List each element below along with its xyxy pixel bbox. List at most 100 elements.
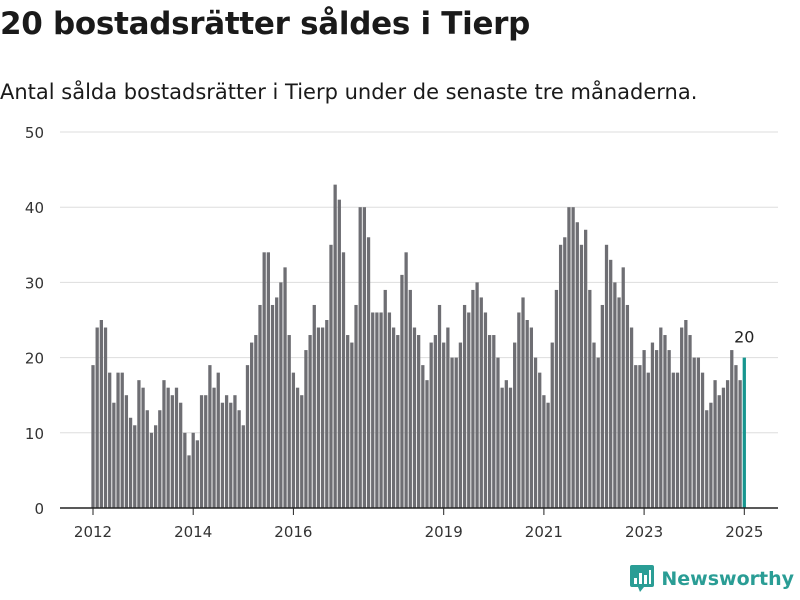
bar — [588, 289, 592, 508]
bar — [158, 410, 162, 508]
y-tick-label: 50 — [25, 124, 44, 142]
bar — [187, 455, 191, 508]
bar — [579, 244, 584, 509]
bar — [316, 327, 321, 508]
y-tick-label: 30 — [25, 274, 44, 292]
bar — [170, 395, 174, 508]
bar — [659, 327, 663, 508]
bar — [421, 365, 425, 508]
bar — [496, 357, 500, 508]
bar — [295, 387, 300, 508]
brand-name: Newsworthy — [661, 568, 794, 590]
bar — [517, 312, 521, 508]
bar — [346, 335, 350, 508]
bar — [220, 402, 225, 508]
bar — [592, 342, 596, 508]
bar — [237, 410, 241, 508]
bar — [245, 365, 250, 508]
bar — [179, 402, 183, 508]
bar — [550, 342, 554, 508]
bar — [654, 350, 659, 508]
bar — [709, 402, 713, 508]
bar — [391, 327, 396, 508]
bar — [279, 282, 283, 508]
bar — [149, 432, 154, 508]
chart-subtitle: Antal sålda bostadsrätter i Tierp under … — [0, 80, 698, 104]
bar — [366, 237, 371, 508]
y-tick-label: 40 — [25, 199, 44, 217]
bar — [153, 425, 158, 508]
bar — [325, 320, 329, 508]
bar — [684, 320, 688, 508]
chart-title: 20 bostadsrätter såldes i Tierp — [0, 6, 531, 42]
bar — [471, 289, 475, 508]
bar — [492, 335, 496, 508]
bar — [371, 312, 375, 508]
bar — [462, 304, 467, 508]
bar — [529, 327, 534, 508]
bar — [308, 335, 312, 508]
bar — [508, 387, 513, 508]
bar — [166, 387, 170, 508]
bar — [141, 387, 145, 508]
bar — [383, 289, 387, 508]
bar — [108, 372, 112, 508]
bar — [604, 244, 609, 509]
bar — [450, 357, 454, 508]
bar — [358, 207, 362, 508]
bar — [229, 402, 233, 508]
bar — [304, 350, 308, 508]
bar — [312, 304, 316, 508]
bar — [266, 252, 270, 508]
bar — [204, 395, 208, 508]
bar — [642, 350, 646, 508]
bar — [567, 207, 571, 508]
bar — [538, 372, 542, 508]
bar — [563, 237, 567, 508]
bar — [663, 335, 667, 508]
x-tick-label: 2019 — [425, 523, 463, 541]
bar — [195, 440, 200, 508]
bar — [475, 282, 479, 508]
bar — [137, 380, 141, 508]
x-tick-label: 2012 — [74, 523, 112, 541]
bar — [437, 304, 442, 508]
bar — [291, 372, 296, 508]
bar — [404, 252, 408, 508]
bar — [500, 387, 504, 508]
bar — [454, 357, 458, 508]
bar — [671, 372, 675, 508]
bar-chart: 0 10 20 30 40 50 20 2012 2014 2016 2019 2021 2023 202… — [25, 124, 778, 541]
bar — [571, 207, 575, 508]
bar — [341, 252, 346, 508]
bar — [412, 327, 417, 508]
bar — [300, 395, 304, 508]
bar — [433, 335, 437, 508]
bar — [174, 387, 179, 508]
last-value-label: 20 — [734, 328, 754, 347]
bar — [254, 335, 258, 508]
bar — [575, 222, 579, 508]
bar — [216, 372, 220, 508]
bar — [333, 184, 337, 508]
bar — [95, 327, 99, 508]
bar — [112, 402, 116, 508]
bar — [479, 297, 483, 508]
bar — [417, 335, 421, 508]
bar — [258, 304, 262, 508]
bar — [241, 425, 245, 508]
bar — [116, 372, 120, 508]
bar — [362, 207, 367, 508]
bar — [675, 372, 680, 508]
bar — [208, 365, 212, 508]
bar — [533, 357, 538, 508]
bar — [680, 327, 684, 508]
bar — [429, 342, 433, 508]
bar — [329, 244, 333, 509]
bar — [650, 342, 655, 508]
bar-highlight — [742, 357, 746, 508]
bar — [354, 304, 358, 508]
bar — [442, 342, 446, 508]
bar — [487, 335, 492, 508]
bar — [738, 380, 742, 508]
